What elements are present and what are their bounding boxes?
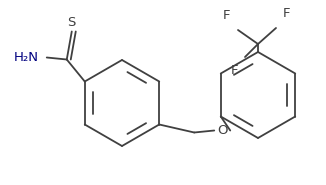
Text: F: F xyxy=(283,7,290,20)
Text: O: O xyxy=(217,124,228,137)
Text: S: S xyxy=(67,16,76,29)
Text: F: F xyxy=(223,9,230,22)
Text: F: F xyxy=(230,64,238,77)
Text: H₂N: H₂N xyxy=(14,51,39,64)
